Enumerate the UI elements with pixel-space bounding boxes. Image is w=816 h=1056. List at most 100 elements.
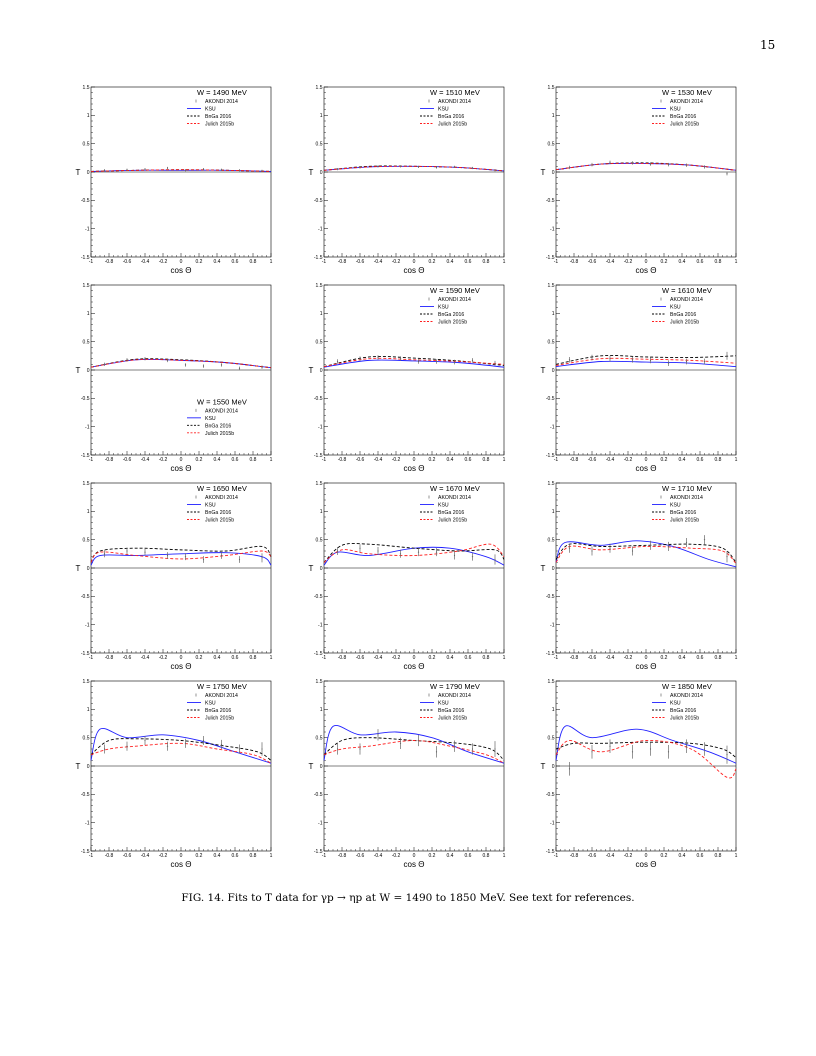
x-tick-label: -0.2	[392, 259, 401, 265]
x-tick-label: 0.8	[250, 853, 257, 859]
x-tick-label: -0.2	[392, 853, 401, 859]
legend-entry: KSU	[670, 107, 681, 113]
data-point	[453, 745, 456, 747]
x-tick-label: 1	[735, 853, 738, 859]
data-point	[377, 550, 379, 552]
data-point	[220, 743, 223, 746]
series-line-bnga-2016	[90, 545, 272, 563]
data-point	[417, 166, 420, 168]
x-tick-label: -1	[89, 655, 94, 661]
data-point	[631, 751, 634, 753]
y-tick-label: -1	[85, 226, 90, 232]
data-point	[377, 734, 379, 736]
y-tick-label: -0.5	[546, 594, 555, 600]
x-tick-label: 1	[503, 655, 506, 661]
panel: -1 -0.8 -0.6 -0.4 -0.2 0 0.2 0.4 0.6 0.8 1-1.5-1-0…	[309, 85, 506, 275]
legend-entry: AKONDI 2014	[670, 693, 703, 699]
x-tick-label: 0.8	[250, 457, 257, 463]
data-point	[435, 751, 438, 753]
legend-entry: KSU	[670, 305, 681, 311]
x-tick-label: -0.8	[105, 259, 114, 265]
data-point	[494, 748, 496, 750]
y-tick-label: -0.5	[81, 198, 90, 204]
x-tick-label: -0.4	[374, 259, 383, 265]
y-axis-label: T	[541, 762, 546, 771]
y-tick-label: 1	[87, 311, 90, 317]
y-tick-label: 1.5	[548, 679, 555, 685]
x-tick-label: 0.2	[429, 259, 436, 265]
x-tick-label: -0.4	[141, 655, 150, 661]
panel: -1 -0.8 -0.6 -0.4 -0.2 0 0.2 0.4 0.6 0.8 1-1.5-1-0…	[309, 283, 506, 473]
x-tick-label: 0.8	[715, 259, 722, 265]
x-tick-label: 0.6	[697, 457, 704, 463]
x-axis-label: cos Θ	[404, 860, 425, 869]
data-point	[494, 362, 496, 364]
x-tick-label: -1	[89, 457, 94, 463]
data-point	[726, 173, 728, 175]
y-tick-label: 1	[552, 311, 555, 317]
x-tick-label: 0.6	[232, 259, 239, 265]
series-line-julich-2015b	[90, 358, 272, 369]
series-line-ksu	[555, 725, 737, 764]
data-point	[631, 359, 634, 361]
data-point	[417, 360, 420, 363]
x-axis-label: cos Θ	[171, 266, 192, 275]
x-tick-label: -0.8	[338, 655, 347, 661]
x-tick-label: 0.2	[196, 457, 203, 463]
y-tick-label: 1.5	[316, 679, 323, 685]
x-tick-label: 0.4	[679, 457, 686, 463]
x-tick-label: 0	[413, 457, 416, 463]
x-tick-label: -0.4	[141, 457, 150, 463]
x-tick-label: -0.8	[338, 853, 347, 859]
data-point	[609, 358, 611, 360]
x-tick-label: 0.8	[483, 853, 490, 859]
y-tick-label: 0	[552, 368, 555, 374]
x-axis-label: cos Θ	[171, 464, 192, 473]
x-tick-label: 0.6	[465, 655, 472, 661]
y-tick-label: 1.5	[316, 283, 323, 289]
y-tick-label: 0.5	[83, 537, 90, 543]
legend-entry: Julich 2015b	[438, 122, 467, 128]
legend-entry: Julich 2015b	[670, 320, 699, 326]
x-tick-label: 0.2	[429, 853, 436, 859]
x-tick-label: -0.2	[159, 259, 168, 265]
y-tick-label: 0.5	[548, 141, 555, 147]
x-tick-label: -0.4	[141, 259, 150, 265]
data-point	[591, 751, 593, 753]
x-tick-label: 0.2	[661, 259, 668, 265]
y-tick-label: 0	[552, 566, 555, 572]
legend-entry: Julich 2015b	[438, 716, 467, 722]
data-point	[435, 551, 438, 553]
data-point	[166, 745, 169, 747]
x-tick-label: -0.4	[374, 457, 383, 463]
y-tick-label: 0.5	[548, 735, 555, 741]
x-tick-label: 0.4	[679, 259, 686, 265]
data-point	[377, 356, 379, 359]
series-line-ksu	[323, 724, 505, 764]
x-tick-label: -0.2	[624, 853, 633, 859]
x-tick-label: 0.6	[465, 259, 472, 265]
y-tick-label: 1	[87, 113, 90, 119]
y-tick-label: 1.5	[316, 85, 323, 91]
x-tick-label: 0.8	[715, 853, 722, 859]
x-tick-label: 0.2	[196, 853, 203, 859]
x-axis-label: cos Θ	[404, 266, 425, 275]
y-tick-label: 0.5	[316, 537, 323, 543]
x-tick-label: -0.2	[624, 655, 633, 661]
series-line-julich-2015b	[323, 740, 505, 764]
x-tick-label: 1	[503, 853, 506, 859]
data-point	[568, 768, 571, 770]
y-tick-label: 0	[320, 368, 323, 374]
x-tick-label: 1	[735, 457, 738, 463]
y-axis-label: T	[309, 762, 314, 771]
x-tick-label: 0.4	[214, 853, 221, 859]
x-tick-label: 0	[413, 259, 416, 265]
y-tick-label: -1.5	[81, 849, 90, 855]
legend-entry: BnGa 2016	[205, 510, 231, 516]
x-tick-label: 0.4	[447, 655, 454, 661]
y-tick-label: 0.5	[548, 537, 555, 543]
data-point	[471, 556, 474, 558]
x-tick-label: 0.2	[661, 655, 668, 661]
y-tick-label: 1.5	[316, 481, 323, 487]
y-tick-label: 0	[320, 170, 323, 176]
